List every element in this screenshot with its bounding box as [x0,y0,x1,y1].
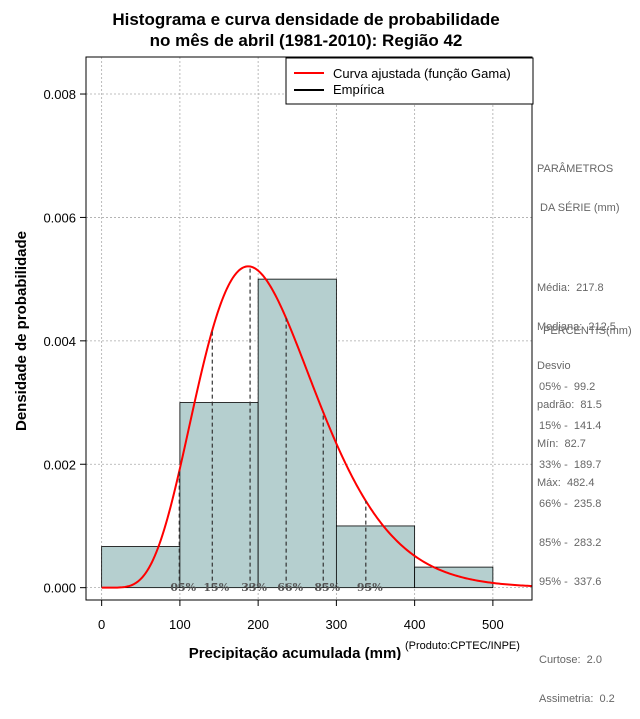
percentile-33: 33% - 189.7 [539,459,602,471]
legend: Curva ajustada (função Gama) Empírica [285,57,534,105]
percentile-label: 33% [241,581,267,594]
legend-box [285,57,534,105]
y-tick-label: 0.002 [43,457,76,472]
stat-min: Mín: 82.7 [537,438,586,450]
y-tick-label: 0.008 [43,87,76,102]
percentile-66: 66% - 235.8 [539,498,602,510]
x-axis-label: Precipitação acumulada (mm) [189,645,402,660]
y-axis: 0.000 0.002 0.004 0.006 0.008 [43,87,86,596]
percentile-95: 95% - 337.6 [539,576,602,588]
histogram-bar [257,278,337,589]
x-tick-label: 200 [247,617,269,632]
percentile-label: 15% [203,581,229,594]
product-credit: (Produto:CPTEC/INPE) [405,640,520,652]
histogram-chart: Histograma e curva densidade de probabil… [13,10,534,660]
stat-media: Média: 217.8 [537,282,604,294]
percentile-label: 66% [277,581,303,594]
stat-max: Máx: 482.4 [537,477,595,489]
x-tick-label: 500 [482,617,504,632]
legend-label-curve: Curva ajustada (função Gama) [333,66,511,81]
params-title-1: PARÂMETROS [537,163,614,175]
legend-label-empirical: Empírica [333,82,385,97]
percentiles-panel: 05% - 99.2 15% - 141.4 33% - 189.7 66% -… [539,355,615,719]
chart-title-line-1: Histograma e curva densidade de probabil… [112,10,499,29]
x-tick-label: 0 [98,617,105,632]
y-tick-label: 0.006 [43,210,76,225]
series-parameters-panel: PARÂMETROS DA SÉRIE (mm) Média: 217.8 Me… [537,137,620,503]
histogram-bar [414,566,494,589]
stat-mediana: Mediana: 212.5 [537,321,616,333]
x-tick-label: 400 [404,617,426,632]
percentile-label: 05% [170,581,196,594]
params-title-2: DA SÉRIE (mm) [537,202,620,214]
histogram-bar [101,546,181,589]
percentiles-title: PERCENTIS(mm) [543,325,632,337]
percentile-15: 15% - 141.4 [539,420,602,432]
y-tick-label: 0.000 [43,581,76,596]
histogram-bar [335,525,416,589]
stat-desvio-label: Desvio [537,360,571,372]
stat-assimetria: Assimetria: 0.2 [539,693,615,705]
x-axis: 0 100 200 300 400 500 [98,600,504,632]
percentile-label: 85% [314,581,340,594]
percentile-85: 85% - 283.2 [539,537,602,549]
percentile-05: 05% - 99.2 [539,381,596,393]
stat-desvio-value: padrão: 81.5 [537,399,602,411]
x-tick-label: 300 [326,617,348,632]
fitted-gamma-curve [101,265,533,589]
plot-frame [85,56,533,601]
stat-curtose: Curtose: 2.0 [539,654,602,666]
y-tick-label: 0.004 [43,334,76,349]
percentile-label: 95% [357,581,383,594]
percentile-lines: 05% 15% 33% 66% 85% 95% [170,266,383,594]
x-tick-label: 100 [169,617,191,632]
y-axis-label: Densidade de probabilidade [13,231,30,431]
chart-title-line-2: no mês de abril (1981-2010): Região 42 [150,31,463,50]
histogram-bar [179,402,259,589]
